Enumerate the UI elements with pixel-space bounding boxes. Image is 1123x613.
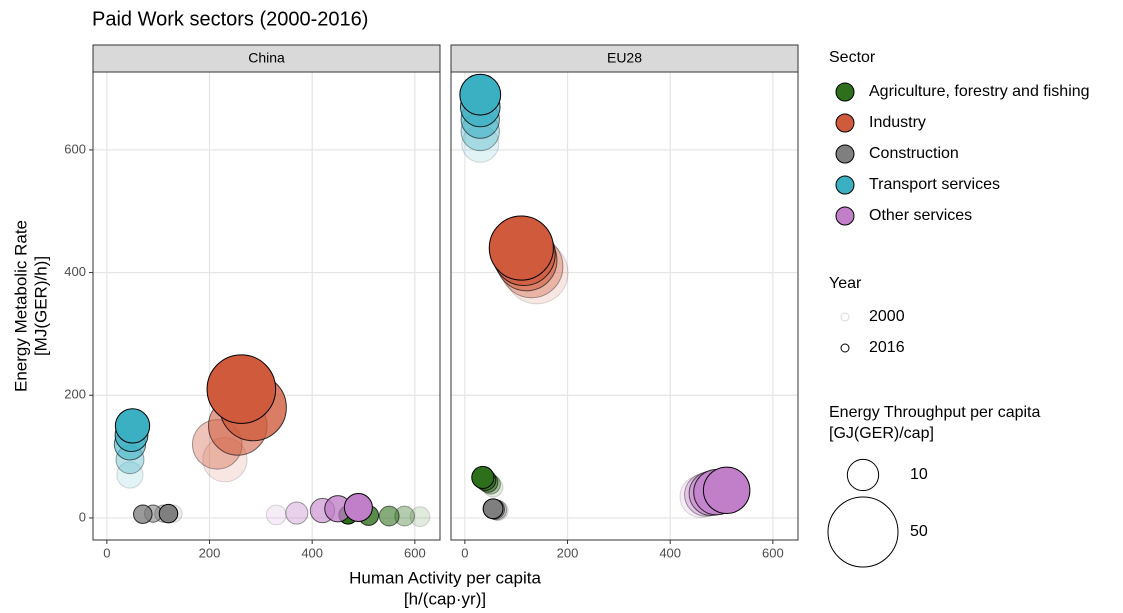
bubble <box>343 492 373 522</box>
legend-label: 2000 <box>869 308 905 325</box>
legend-label: Other services <box>869 207 972 224</box>
bubble <box>409 506 431 528</box>
legend-size <box>827 496 899 568</box>
legend-label: 10 <box>910 466 928 483</box>
panel <box>93 72 440 540</box>
bubble <box>488 215 554 281</box>
bubble <box>206 354 277 424</box>
legend-label: 2016 <box>869 339 905 356</box>
legend-swatch <box>840 343 850 353</box>
legend-title: Year <box>829 275 862 292</box>
bubble <box>459 73 502 116</box>
strip <box>92 44 441 73</box>
bubble <box>482 498 504 520</box>
x-tick-label: 600 <box>404 545 426 560</box>
points <box>113 354 431 528</box>
legend-swatch <box>835 113 855 133</box>
x-tick-label: 200 <box>199 545 221 560</box>
x-axis-title: Human Activity per capita <box>349 568 541 587</box>
x-tick-label: 0 <box>461 545 468 560</box>
legend-size <box>846 458 880 492</box>
legend-label: Transport services <box>869 176 1000 193</box>
x-tick-label: 600 <box>762 545 784 560</box>
bubble <box>471 465 495 490</box>
bubble <box>133 504 153 524</box>
legend-swatch <box>835 206 855 226</box>
y-axis-title: [MJ(GER)/h)] <box>31 256 50 356</box>
strip-label: China <box>248 50 285 66</box>
bubble <box>114 408 151 444</box>
y-tick-label: 600 <box>64 141 86 156</box>
legend-label: Industry <box>869 114 926 131</box>
legend-label: Agriculture, forestry and fishing <box>869 83 1090 100</box>
bubble <box>285 501 309 525</box>
panel <box>451 72 798 540</box>
legend-swatch <box>835 82 855 102</box>
y-tick-label: 200 <box>64 387 86 402</box>
bubble <box>265 504 287 526</box>
strip-label: EU28 <box>607 50 642 66</box>
x-axis-title: [h/(cap·yr)] <box>404 589 486 608</box>
legend-title: [GJ(GER)/cap] <box>829 425 934 442</box>
legend-label: Construction <box>869 145 959 162</box>
bubble <box>158 503 179 524</box>
bubble <box>702 466 751 515</box>
legend-swatch <box>840 312 850 322</box>
strip <box>450 44 799 73</box>
panel-border <box>92 71 441 541</box>
y-tick-label: 400 <box>64 264 86 279</box>
x-tick-label: 200 <box>557 545 579 560</box>
points <box>459 73 751 521</box>
legend-title: Sector <box>829 49 876 66</box>
y-axis-title: Energy Metabolic Rate <box>11 220 30 392</box>
x-tick-label: 400 <box>301 545 323 560</box>
legend-swatch <box>835 144 855 164</box>
legend-label: 50 <box>910 523 928 540</box>
legend-swatch <box>835 175 855 195</box>
x-tick-label: 400 <box>659 545 681 560</box>
chart-title: Paid Work sectors (2000-2016) <box>92 8 368 30</box>
y-tick-label: 0 <box>79 509 86 524</box>
bubble <box>116 461 144 489</box>
bubble <box>378 505 400 527</box>
x-tick-label: 0 <box>103 545 110 560</box>
panel-border <box>450 71 799 541</box>
legend-title: Energy Throughput per capita <box>829 404 1041 421</box>
